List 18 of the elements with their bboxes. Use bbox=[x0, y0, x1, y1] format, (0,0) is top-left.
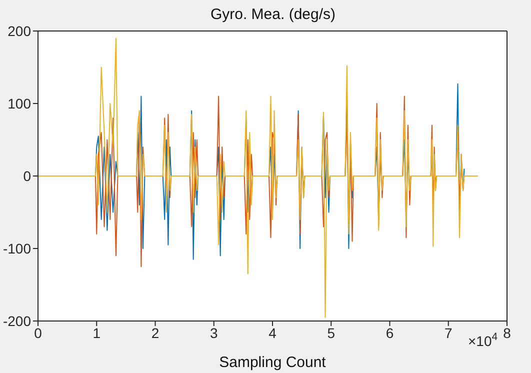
x-tick-label: 6 bbox=[386, 324, 394, 341]
y-tick-label: -100 bbox=[2, 240, 32, 256]
x-tick-label: 5 bbox=[327, 324, 336, 341]
line-series bbox=[38, 38, 478, 318]
y-tick-label: 200 bbox=[8, 22, 32, 39]
x-tick-label: 0 bbox=[34, 324, 42, 341]
text: ×10$^{4}$ bbox=[468, 331, 498, 349]
x-tick-label: 1 bbox=[92, 324, 101, 341]
x-tick-label: 7 bbox=[444, 324, 452, 341]
x-tick-label: 4 bbox=[268, 324, 277, 341]
x-tick-label: 3 bbox=[210, 324, 218, 341]
x-tick-label: 2 bbox=[151, 324, 160, 341]
x-tick-label: 8 bbox=[503, 324, 512, 341]
y-tick-label: -200 bbox=[2, 312, 32, 329]
chart-title: Gyro. Mea. (deg/s) bbox=[209, 6, 337, 23]
y-tick-label: 100 bbox=[8, 95, 32, 112]
x-axis-title: Sampling Count bbox=[219, 354, 327, 371]
y-tick-label: 0 bbox=[23, 168, 32, 184]
